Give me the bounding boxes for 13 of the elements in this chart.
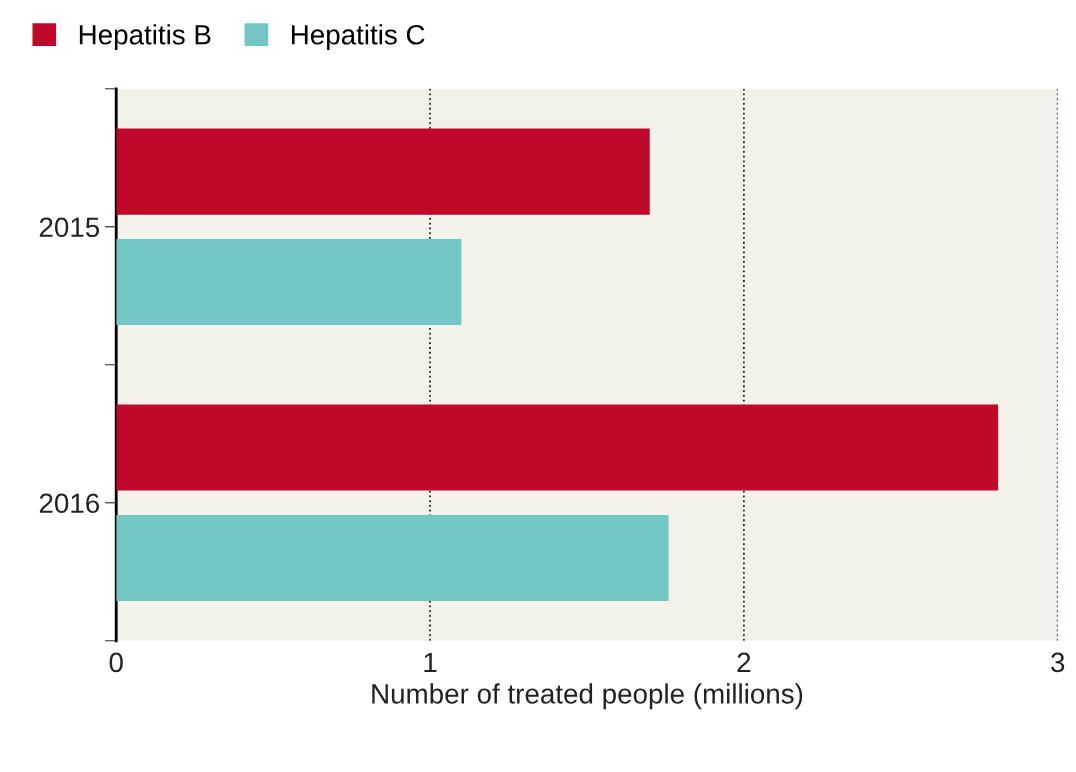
x-tick-label: 1 <box>424 652 437 672</box>
x-tick-label: 3 <box>1051 652 1065 673</box>
x-axis-title: Number of treated people (millions) <box>372 683 803 710</box>
bar <box>116 128 650 215</box>
y-tick-label: 2016 <box>39 493 100 514</box>
bar <box>116 404 999 491</box>
x-tick-label: 2 <box>737 652 751 672</box>
x-tick-label: 0 <box>109 652 123 673</box>
y-tick-label: 2015 <box>39 217 100 238</box>
legend-label: Hepatitis C <box>291 24 425 51</box>
bar <box>116 514 669 602</box>
legend-label: Hepatitis B <box>79 24 211 51</box>
bar <box>116 238 462 326</box>
